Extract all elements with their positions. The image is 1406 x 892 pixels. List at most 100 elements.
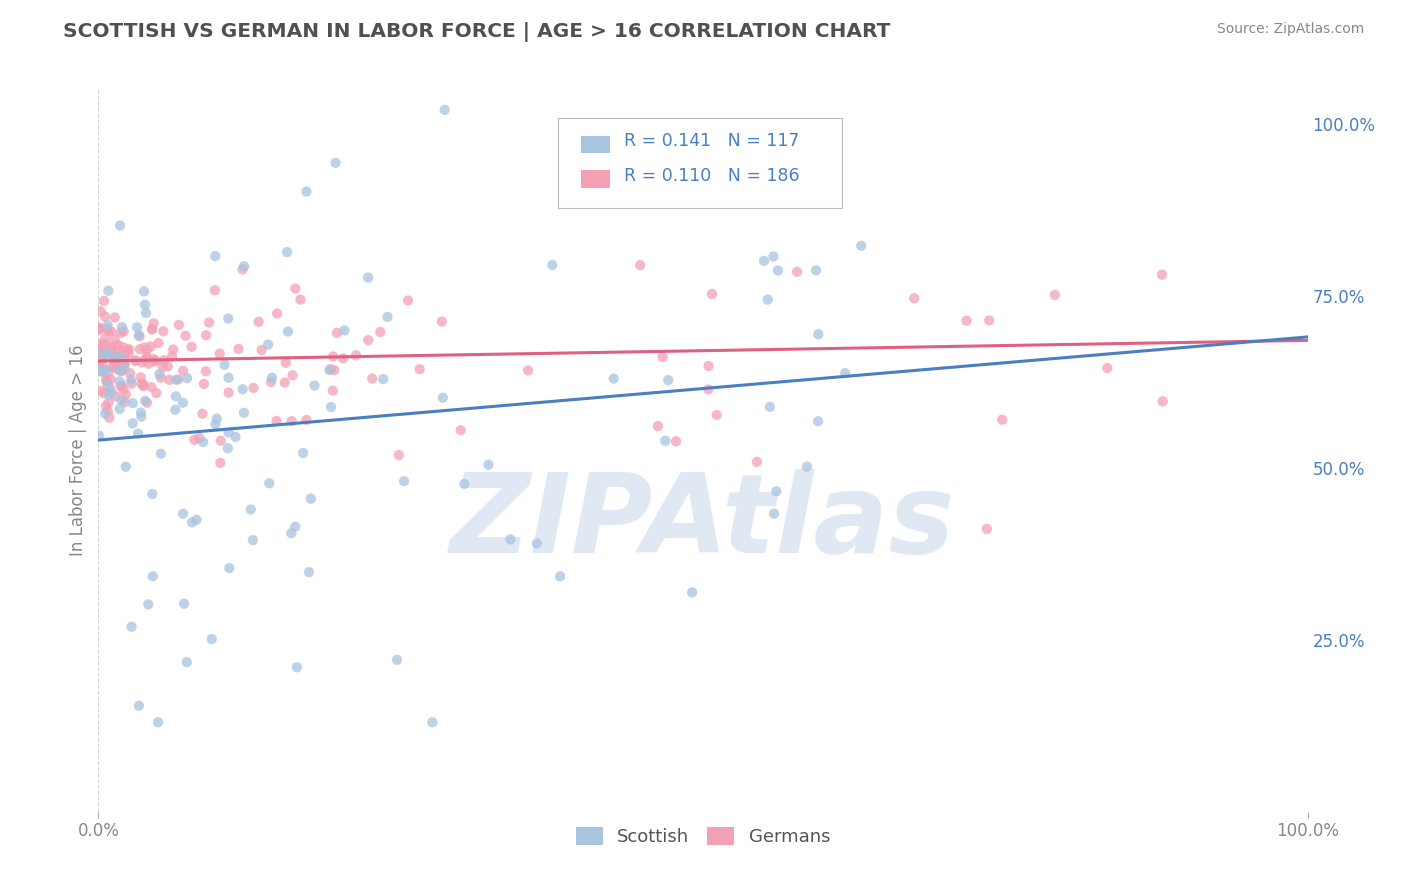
Point [765,484,787,499]
Point [796,459,818,474]
Point [110,393,132,408]
Point [357,270,380,285]
Point [107,357,129,371]
Point [98,343,121,357]
Point [129,370,152,384]
Point [373,372,395,386]
Point [976,522,998,536]
Point [903,291,925,305]
Point [107,351,129,365]
Point [120,373,142,387]
Point [284,519,307,533]
Point [94,407,117,421]
Point [90,364,112,378]
Point [186,513,208,527]
Point [257,337,280,351]
Point [205,411,228,425]
Point [108,363,131,377]
Point [208,346,231,360]
Point [325,156,347,170]
Point [224,430,246,444]
Point [1097,361,1119,376]
Point [304,378,326,392]
Point [141,487,163,501]
Point [786,265,808,279]
Point [89,362,111,376]
Point [745,455,768,469]
Point [94,344,117,359]
Point [121,620,143,634]
Point [174,328,197,343]
Point [134,393,156,408]
Point [104,310,127,325]
Point [260,375,283,389]
Point [298,565,321,579]
Point [93,343,115,358]
Point [173,597,195,611]
Point [807,327,830,342]
Point [183,433,205,447]
Point [115,343,138,357]
Point [90,342,112,356]
Point [322,384,344,398]
Point [377,310,399,324]
Point [217,442,239,456]
Point [276,245,298,260]
Point [100,341,122,355]
Point [396,293,419,308]
Point [344,348,367,362]
Point [112,357,135,371]
Point [409,362,432,376]
Point [132,285,155,299]
Point [89,345,111,359]
Point [548,569,571,583]
Point [94,310,117,324]
Point [277,325,299,339]
Point [96,374,118,388]
Point [108,401,131,416]
Point [94,399,117,413]
Point [284,282,307,296]
Point [104,333,127,347]
Point [128,698,150,713]
Point [87,323,110,337]
Point [955,314,977,328]
Point [326,326,349,340]
Point [204,417,226,431]
Point [266,414,288,428]
Point [110,363,132,377]
Point [93,293,115,308]
Point [87,428,110,442]
Text: Source: ZipAtlas.com: Source: ZipAtlas.com [1216,22,1364,37]
Point [322,350,344,364]
Point [90,363,112,377]
Point [233,260,256,274]
Point [87,363,110,377]
Point [361,372,384,386]
Point [110,354,132,368]
Point [700,287,723,301]
Bar [581,170,610,187]
Point [132,377,155,392]
Point [145,386,167,401]
Point [201,632,224,646]
Point [526,536,548,550]
Point [318,363,340,377]
Point [142,316,165,330]
Point [333,323,356,337]
Point [90,363,112,377]
Point [991,413,1014,427]
Point [242,533,264,547]
Point [141,380,163,394]
Point [143,353,166,368]
Point [295,413,318,427]
Point [274,376,297,390]
Point [198,316,221,330]
Point [90,343,112,358]
Point [149,370,172,384]
Point [195,328,218,343]
Point [385,653,408,667]
Point [697,359,720,373]
Point [118,343,141,357]
Point [285,660,308,674]
